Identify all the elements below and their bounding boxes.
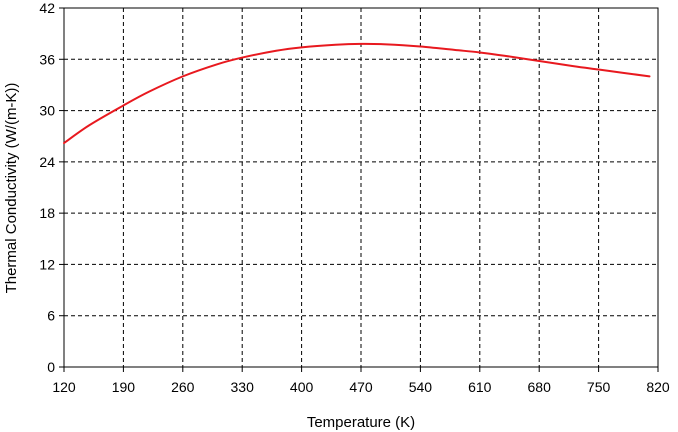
x-tick-label: 610 xyxy=(468,379,492,395)
y-tick-label: 0 xyxy=(47,359,55,375)
y-tick-label: 30 xyxy=(39,103,55,119)
x-tick-label: 260 xyxy=(171,379,195,395)
x-tick-labels: 120 190 260 330 400 470 540 610 680 750 820 xyxy=(52,379,670,395)
x-tick-label: 680 xyxy=(528,379,552,395)
series-line-0 xyxy=(63,42,651,145)
y-tick-label: 24 xyxy=(39,154,55,170)
x-axis-title: Temperature (K) xyxy=(307,414,415,431)
x-tick-label: 470 xyxy=(349,379,373,395)
x-tick-label: 330 xyxy=(231,379,255,395)
plot-frame xyxy=(63,7,659,368)
ticks-layer xyxy=(59,7,659,372)
y-tick-label: 42 xyxy=(39,0,55,16)
x-tick-label: 540 xyxy=(409,379,433,395)
series-layer xyxy=(63,42,651,145)
y-tick-label: 12 xyxy=(39,256,55,272)
y-axis-title: Thermal Conductivity (W/(m-K)) xyxy=(3,83,20,294)
x-tick-label: 190 xyxy=(112,379,136,395)
y-tick-label: 18 xyxy=(39,205,55,221)
y-tick-label: 6 xyxy=(47,308,55,324)
grid-layer xyxy=(64,8,658,367)
x-tick-label: 400 xyxy=(290,379,314,395)
y-tick-label: 36 xyxy=(39,51,55,67)
y-tick-labels: 0 6 12 18 24 30 36 42 xyxy=(39,0,55,375)
x-tick-label: 820 xyxy=(646,379,670,395)
x-tick-label: 120 xyxy=(52,379,76,395)
x-tick-label: 750 xyxy=(587,379,611,395)
